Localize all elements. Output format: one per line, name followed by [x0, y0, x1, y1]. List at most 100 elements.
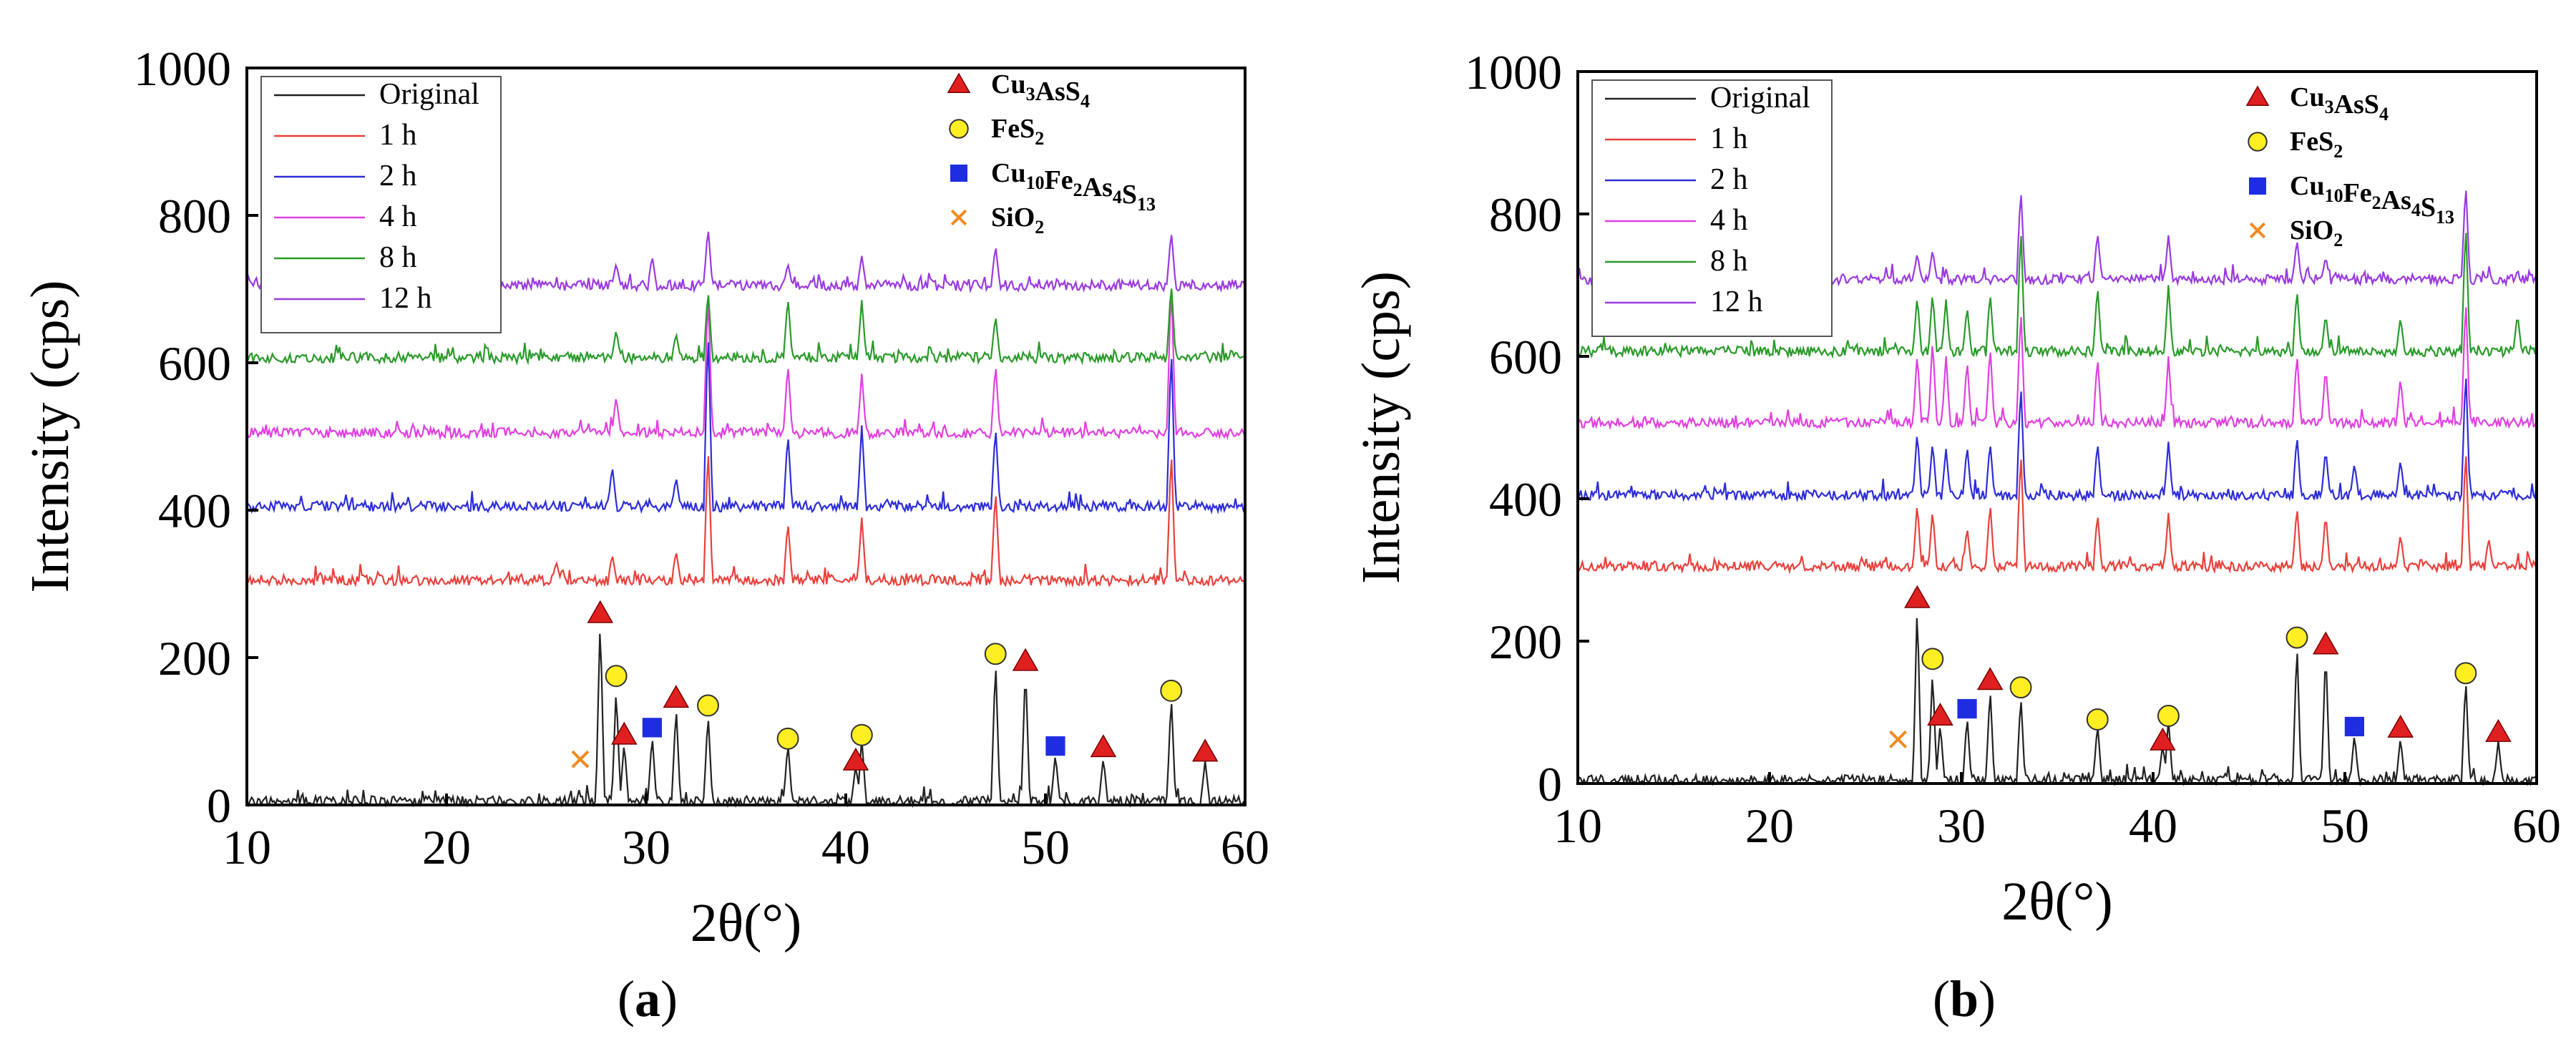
x-tick-label: 30	[1937, 799, 1986, 853]
formula-element: Cu	[991, 69, 1026, 99]
marker-legend-label: Cu3AsS4	[2290, 82, 2389, 125]
panel-label-letter: b	[1950, 970, 1979, 1028]
formula-element: AsS	[2334, 89, 2379, 119]
plot-frame	[245, 67, 1246, 806]
formula-subscript: 2	[2372, 192, 2381, 213]
series-line-original	[1576, 618, 2537, 787]
formula-element: Fe	[1045, 165, 1073, 195]
peak-marker-cu10fe2as4s13	[2344, 716, 2364, 736]
marker-legend-label: FeS2	[2290, 127, 2343, 162]
series-line-4-h	[1576, 307, 2538, 431]
y-tick-label: 600	[1489, 330, 1562, 384]
x-tick-label: 60	[2512, 799, 2561, 853]
panel-label-close: )	[1979, 970, 1996, 1028]
panel-b: 10 20 30 40 50 60020040060080010002θ(°)Intens…	[1351, 45, 2561, 1028]
x-tick-label: 10	[1553, 799, 1602, 853]
x-tick-label: 60	[1221, 820, 1269, 874]
legend-marker-square	[2249, 177, 2266, 195]
peak-marker-sio2	[1889, 730, 1908, 748]
panel-label-letter: a	[635, 970, 660, 1028]
legend-marker-square	[950, 165, 967, 182]
x-axis-title: 2θ(°)	[2001, 872, 2112, 932]
plot-frame	[1576, 70, 2538, 785]
formula-subscript: 4	[2379, 104, 2389, 125]
peak-marker-cu10fe2as4s13	[1045, 736, 1065, 756]
y-tick-label: 600	[158, 336, 231, 391]
formula-element: Fe	[2343, 178, 2372, 208]
peak-marker-cu3ass4	[2387, 714, 2414, 738]
x-tick-label: 50	[1021, 820, 1070, 874]
peak-marker-cu3ass4	[1090, 734, 1117, 758]
peak-marker-fes2	[605, 665, 628, 688]
formula-subscript: 2	[1035, 217, 1044, 238]
formula-subscript: 13	[1137, 194, 1156, 215]
peak-marker-cu3ass4	[663, 685, 690, 708]
legend-label: Original	[1710, 82, 1810, 114]
y-tick-label: 1000	[134, 42, 231, 96]
panel-label-close: )	[660, 970, 678, 1028]
peak-marker-fes2	[2285, 626, 2308, 649]
formula-element: Cu	[991, 158, 1026, 188]
legend-label: 8 h	[1710, 245, 1748, 278]
legend-label: 1 h	[1710, 122, 1748, 155]
x-axis-title: 2θ(°)	[691, 893, 801, 953]
peak-marker-cu3ass4	[842, 747, 869, 771]
x-tick-label: 40	[821, 820, 870, 874]
peak-marker-cu10fe2as4s13	[1957, 698, 1977, 719]
legend-label: 2 h	[379, 160, 417, 192]
panel-label-open: (	[618, 970, 635, 1028]
series-line-8-h	[246, 288, 1246, 366]
peak-marker-fes2	[776, 727, 799, 750]
x-tick-label: 30	[622, 820, 670, 874]
peak-marker-fes2	[850, 723, 873, 746]
peak-marker-fes2	[1921, 648, 1944, 670]
y-axis-title: Intensity (cps)	[20, 280, 80, 593]
peak-marker-fes2	[2086, 708, 2109, 731]
legend-marker-triangle	[947, 72, 971, 93]
formula-element: AsS	[1035, 77, 1080, 107]
y-tick-label: 200	[158, 631, 231, 685]
peak-marker-fes2	[2454, 662, 2477, 685]
formula-element: As	[2381, 185, 2411, 215]
legend-label: Original	[379, 78, 479, 111]
y-axis-title: Intensity (cps)	[1351, 271, 1411, 584]
peak-marker-cu3ass4	[2150, 727, 2176, 751]
x-tick-label: 20	[422, 820, 471, 874]
legend-label: 2 h	[1710, 163, 1748, 196]
peak-marker-fes2	[697, 694, 719, 717]
formula-element: FeS	[2290, 127, 2333, 157]
marker-legend-label: Cu10Fe2As4S13	[2290, 171, 2454, 228]
formula-element: Cu	[2290, 82, 2325, 112]
y-tick-label: 0	[207, 779, 231, 833]
peak-marker-fes2	[2009, 676, 2032, 699]
formula-subscript: 10	[2325, 185, 2343, 206]
series-line-1-h	[246, 456, 1246, 588]
peak-marker-cu3ass4	[587, 600, 614, 623]
marker-legend-label: FeS2	[991, 114, 1044, 149]
formula-subscript: 2	[2333, 141, 2343, 162]
legend-label: 12 h	[1710, 286, 1763, 318]
legend-box	[260, 76, 502, 333]
x-tick-label: 10	[223, 820, 271, 874]
marker-legend-label: SiO2	[2290, 215, 2343, 250]
panel-label: (b)	[1933, 970, 1996, 1028]
series-line-4-h	[245, 292, 1246, 441]
legend-marker-cross	[2249, 222, 2266, 239]
legend-marker-triangle	[2245, 85, 2270, 106]
y-tick-label: 800	[158, 189, 231, 243]
peak-marker-cu3ass4	[611, 721, 638, 745]
x-tick-label: 20	[1745, 799, 1794, 853]
formula-subscript: 2	[2333, 230, 2343, 250]
peak-marker-fes2	[2157, 705, 2180, 727]
peak-marker-sio2	[571, 750, 590, 768]
y-tick-label: 0	[1538, 757, 1562, 811]
formula-subscript: 3	[2325, 97, 2334, 117]
formula-subscript: 2	[1073, 180, 1083, 200]
panel-label: (a)	[618, 970, 678, 1028]
y-tick-label: 400	[1489, 472, 1562, 527]
formula-subscript: 4	[1080, 91, 1090, 112]
legend-label: 4 h	[1710, 204, 1748, 237]
y-tick-label: 200	[1489, 615, 1562, 669]
formula-element: SiO	[991, 202, 1035, 233]
